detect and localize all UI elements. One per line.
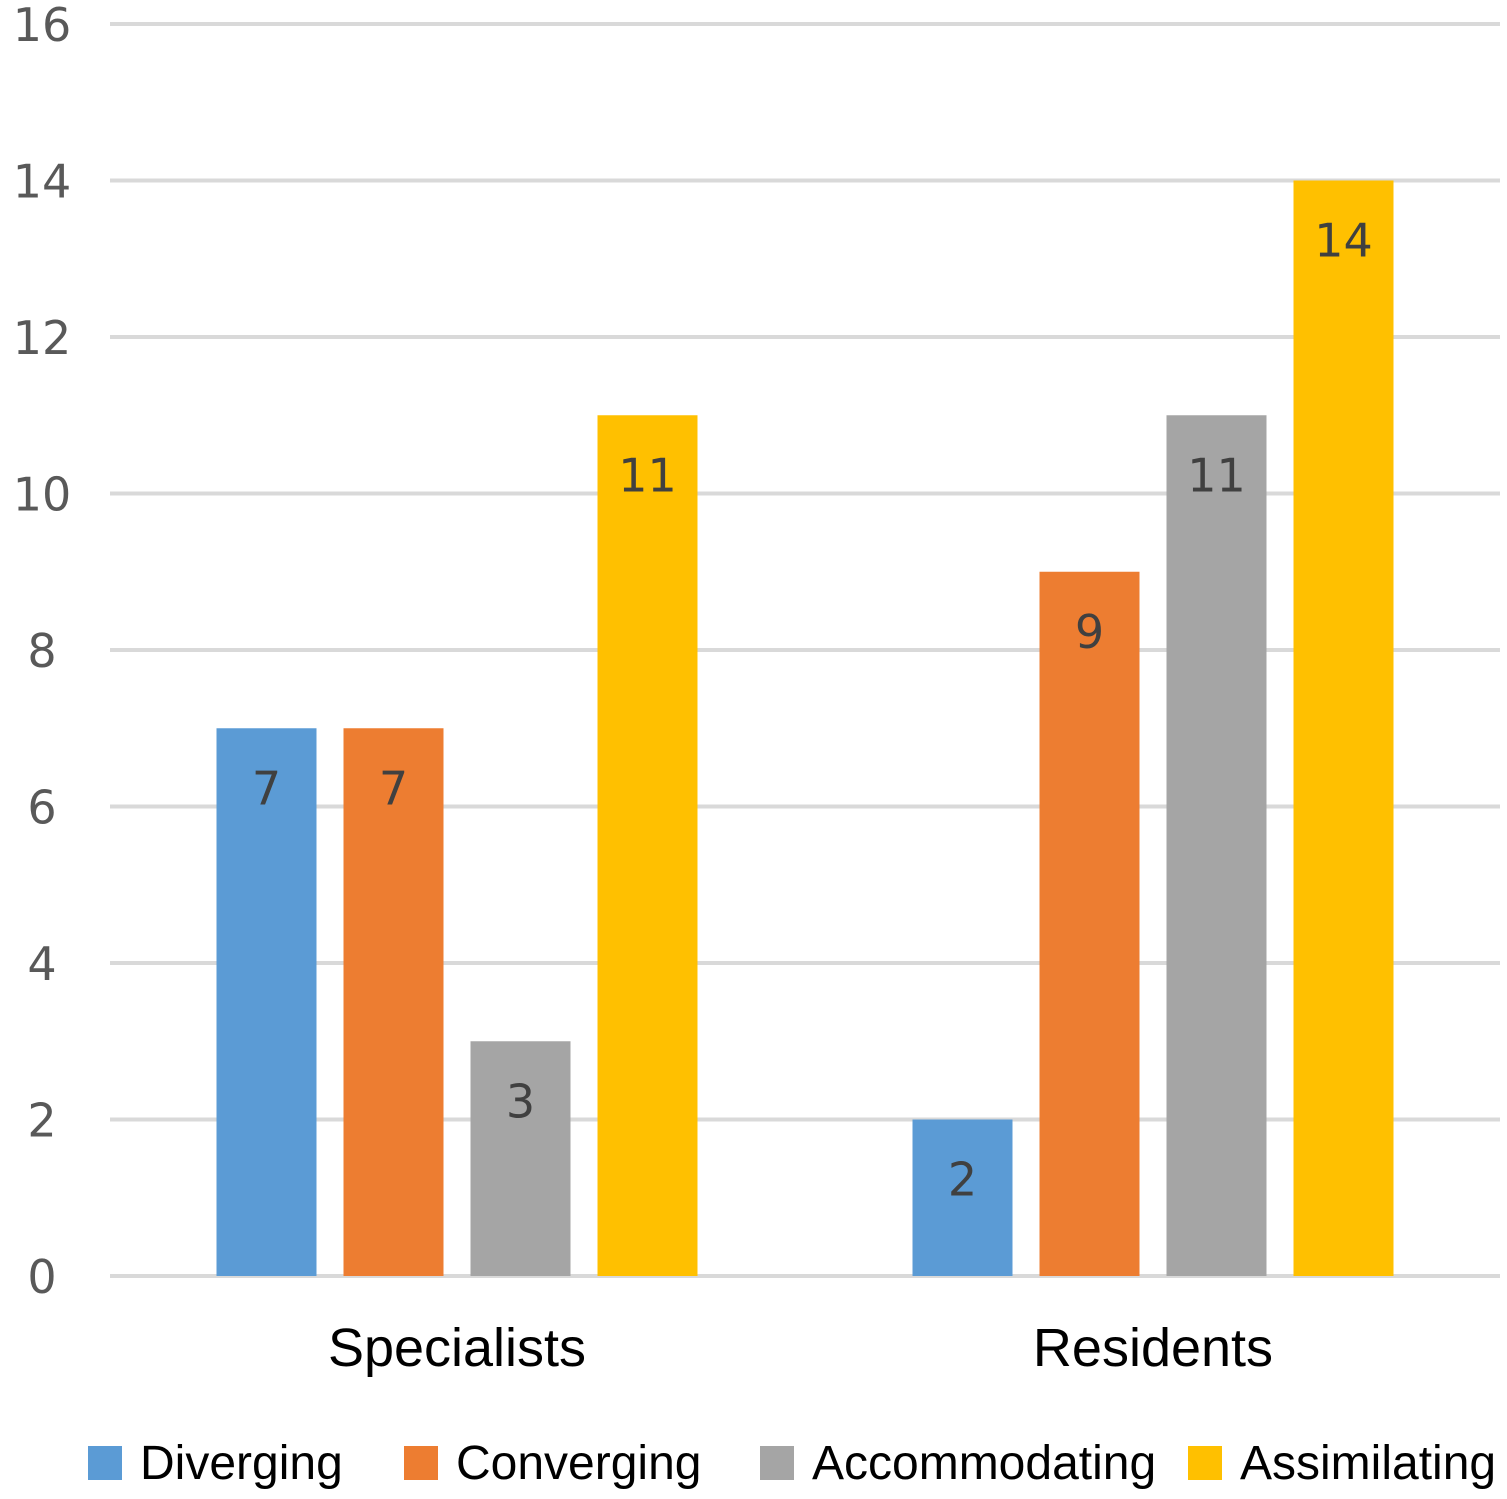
legend-label: Converging	[456, 1437, 701, 1490]
bars	[216, 180, 1394, 1276]
data-label: 14	[1314, 214, 1373, 268]
bar	[216, 728, 317, 1276]
data-labels: 7 7 3 11 2 9 11 14	[252, 214, 1373, 1207]
legend-item: Diverging	[88, 1437, 343, 1490]
bar	[1293, 180, 1394, 1276]
y-tick-label: 10	[13, 468, 72, 522]
y-axis-ticks: 0 2 4 6 8 10 12 14 16	[13, 0, 72, 1304]
data-label: 7	[379, 761, 408, 815]
legend-item: Accommodating	[760, 1437, 1156, 1490]
bar	[1039, 571, 1140, 1276]
y-tick-label: 16	[13, 0, 72, 52]
bar	[912, 1119, 1013, 1276]
legend-label: Accommodating	[812, 1437, 1156, 1490]
legend-swatch	[404, 1446, 438, 1480]
x-axis-categories: Specialists Residents	[328, 1318, 1273, 1378]
legend-swatch	[88, 1446, 122, 1480]
data-label: 3	[506, 1074, 535, 1128]
y-tick-label: 14	[13, 155, 72, 209]
y-tick-label: 12	[13, 311, 72, 365]
bar	[1166, 415, 1267, 1276]
data-label: 11	[1187, 448, 1246, 502]
legend-swatch	[1188, 1446, 1222, 1480]
data-label: 11	[618, 448, 677, 502]
y-tick-label: 4	[27, 937, 56, 991]
x-category-label: Residents	[1033, 1318, 1273, 1378]
y-tick-label: 0	[27, 1250, 56, 1304]
x-category-label: Specialists	[328, 1318, 586, 1378]
legend-item: Converging	[404, 1437, 701, 1490]
legend-label: Diverging	[140, 1437, 343, 1490]
bar	[470, 1041, 571, 1276]
legend-swatch	[760, 1446, 794, 1480]
bar	[597, 415, 698, 1276]
y-tick-label: 8	[27, 624, 56, 678]
y-tick-label: 6	[27, 781, 56, 835]
y-tick-label: 2	[27, 1094, 56, 1148]
data-label: 7	[252, 761, 281, 815]
bar	[343, 728, 444, 1276]
gridlines	[110, 22, 1500, 1278]
data-label: 9	[1075, 605, 1104, 659]
legend-label: Assimilating	[1240, 1437, 1496, 1490]
data-label: 2	[948, 1153, 977, 1207]
legend: Diverging Converging Accommodating Assimila…	[88, 1437, 1496, 1490]
legend-item: Assimilating	[1188, 1437, 1496, 1490]
